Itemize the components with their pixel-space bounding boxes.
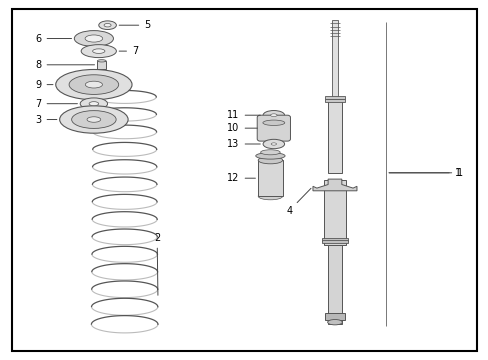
Bar — [258, 160, 282, 196]
Ellipse shape — [85, 81, 102, 88]
Ellipse shape — [104, 23, 111, 27]
Ellipse shape — [71, 111, 116, 129]
FancyBboxPatch shape — [257, 115, 290, 141]
Ellipse shape — [85, 35, 102, 42]
Ellipse shape — [80, 98, 107, 109]
Ellipse shape — [99, 21, 116, 30]
Text: 8: 8 — [35, 60, 94, 70]
Text: 3: 3 — [35, 114, 57, 125]
Ellipse shape — [260, 150, 280, 155]
Ellipse shape — [81, 45, 116, 58]
Bar — [327, 245, 342, 324]
Bar — [321, 238, 347, 241]
Bar — [327, 97, 341, 173]
Text: 5: 5 — [119, 20, 150, 30]
Text: 7: 7 — [35, 99, 77, 109]
Ellipse shape — [97, 60, 106, 62]
Text: 1: 1 — [388, 168, 460, 178]
Text: 9: 9 — [35, 80, 53, 90]
Ellipse shape — [270, 114, 277, 117]
Ellipse shape — [74, 31, 113, 46]
Ellipse shape — [258, 193, 282, 200]
Ellipse shape — [263, 120, 284, 126]
Ellipse shape — [60, 106, 128, 133]
Text: 11: 11 — [227, 110, 260, 120]
Text: 13: 13 — [227, 139, 260, 149]
Text: 10: 10 — [227, 123, 257, 133]
Ellipse shape — [258, 157, 282, 164]
Text: 1: 1 — [388, 168, 463, 178]
Bar — [97, 61, 106, 69]
Polygon shape — [312, 179, 356, 191]
Ellipse shape — [56, 69, 132, 100]
Ellipse shape — [92, 49, 105, 53]
Bar — [331, 20, 337, 101]
Ellipse shape — [69, 75, 119, 94]
Text: 4: 4 — [285, 188, 310, 216]
Bar — [325, 313, 344, 320]
Text: 6: 6 — [35, 33, 71, 44]
Ellipse shape — [89, 102, 99, 106]
Ellipse shape — [327, 320, 342, 325]
Text: 7: 7 — [119, 46, 138, 56]
Ellipse shape — [263, 111, 284, 120]
Ellipse shape — [263, 139, 284, 149]
Text: 12: 12 — [227, 173, 255, 183]
Ellipse shape — [87, 117, 101, 122]
Ellipse shape — [255, 153, 285, 159]
Bar — [324, 96, 345, 99]
Bar — [324, 180, 345, 245]
Ellipse shape — [270, 143, 276, 145]
Text: 2: 2 — [154, 233, 160, 295]
Bar — [324, 99, 345, 102]
Bar — [321, 240, 347, 243]
